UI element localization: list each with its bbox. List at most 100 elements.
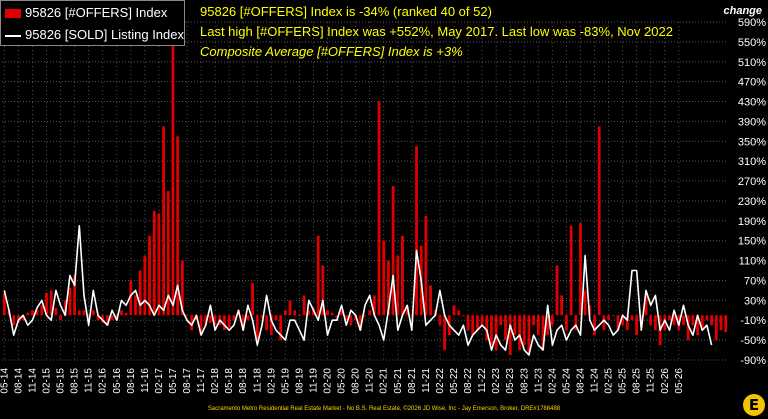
y-tick-label: 70% [744,275,766,287]
offers-bar [593,315,596,336]
x-tick-label: 02-25 [604,368,615,394]
y-tick-label: -10% [740,315,766,327]
offers-bar [255,315,259,341]
y-tick-label: 310% [738,156,766,168]
x-tick-label: 08-21 [407,368,418,394]
offers-bar [672,315,676,326]
offers-bar [415,146,418,316]
headline-composite: Composite Average [#OFFERS] Index is +3% [200,44,463,59]
y-tick-label: 150% [738,236,766,248]
offers-bar [508,315,512,356]
offers-bar [513,315,517,336]
legend-item-sold: 95826 [SOLD] Listing Index [5,27,184,42]
x-tick-label: 11-18 [252,368,263,393]
x-tick-label: 11-25 [646,368,657,393]
offers-bar [616,315,620,331]
offers-bar [382,240,386,316]
sold-line-path [3,225,713,356]
offers-bar [663,315,667,331]
offers-bar [583,290,587,316]
offers-bar [410,315,414,317]
offers-bar [148,235,151,316]
x-tick-label: 05-26 [674,368,685,394]
offers-bar [401,235,404,316]
offers-bar [129,280,133,316]
x-tick-label: 11-22 [477,368,488,393]
offers-bar [471,315,475,336]
footer-credit: Sacramento Metro Residential Real Estate… [207,406,561,412]
x-tick-label: 08-17 [182,368,193,394]
offers-bar [541,315,545,351]
x-tick-label: 08-25 [632,368,643,394]
legend-offers-label: 95826 [#OFFERS] Index [25,5,168,20]
x-tick-label: 05-23 [505,368,516,394]
offers-bar [574,315,578,331]
offers-bar [63,300,67,316]
offers-bar [522,315,526,346]
offers-bar [260,315,264,318]
offers-bar [527,315,531,356]
offers-bar [321,265,325,316]
y-tick-label: 350% [738,136,766,148]
offers-bar [579,223,582,316]
legend: 95826 [#OFFERS] Index 95826 [SOLD] Listi… [0,0,185,46]
offers-bar [246,315,250,321]
x-tick-label: 08-22 [463,368,474,394]
offers-bar [635,315,639,336]
offers-bar [91,310,95,316]
offers-bar [87,315,91,318]
offers-bar [101,315,105,323]
offers-bar [607,315,610,321]
offers-bar [532,315,536,326]
x-tick-label: 08-15 [70,368,81,394]
y-tick-label: 390% [738,116,766,128]
offers-bar [16,315,20,323]
offers-bar [307,310,311,316]
offers-bar [134,295,137,316]
y-tick-label: 30% [744,295,766,307]
offers-bar [372,295,376,316]
x-tick-label: 11-24 [590,368,601,393]
offers-bar [298,315,301,317]
offers-bar [269,315,273,336]
sold-swatch-icon [5,34,21,37]
offers-bar [565,315,568,331]
offers-bar [611,315,615,317]
offers-bar [59,315,62,321]
offers-bar [724,315,728,333]
x-tick-label: 08-24 [575,368,586,394]
offers-bar [45,292,48,316]
x-tick-label: 05-21 [393,368,404,394]
x-tick-label: 11-19 [308,368,319,393]
x-axis: 05-14 08-14 11-14 02-15 05-15 08-15 11-15 02-16… [0,368,685,394]
offers-bar [82,310,86,316]
legend-item-offers: 95826 [#OFFERS] Index [5,5,167,20]
axis-caption: change [723,5,762,17]
offers-bar [710,315,714,326]
x-tick-label: 02-21 [379,368,390,394]
offers-bar [490,315,493,346]
offers-bar [504,315,507,341]
offers-bar [340,310,343,316]
offers-bar [696,315,699,336]
headline-current: 95826 [#OFFERS] Index is -34% (ranked 40… [200,4,492,19]
offers-bar [326,310,329,316]
offers-bar [166,191,170,316]
offers-bar [494,315,498,351]
offers-bar [330,312,334,316]
offers-bar [68,287,72,316]
x-tick-label: 08-14 [13,368,24,394]
x-tick-label: 08-16 [126,368,137,394]
x-tick-label: 11-17 [196,368,207,393]
offers-bar [668,315,671,321]
offers-bar [138,270,142,316]
offers-bar [73,275,77,316]
offers-bar [443,315,447,351]
x-tick-label: 02-20 [323,368,334,394]
offers-bar [349,315,353,326]
offers-bar [621,315,625,326]
offers-bar [232,315,236,321]
offers-bar [457,310,461,316]
offers-bar [536,315,540,336]
offers-bar [649,315,653,326]
